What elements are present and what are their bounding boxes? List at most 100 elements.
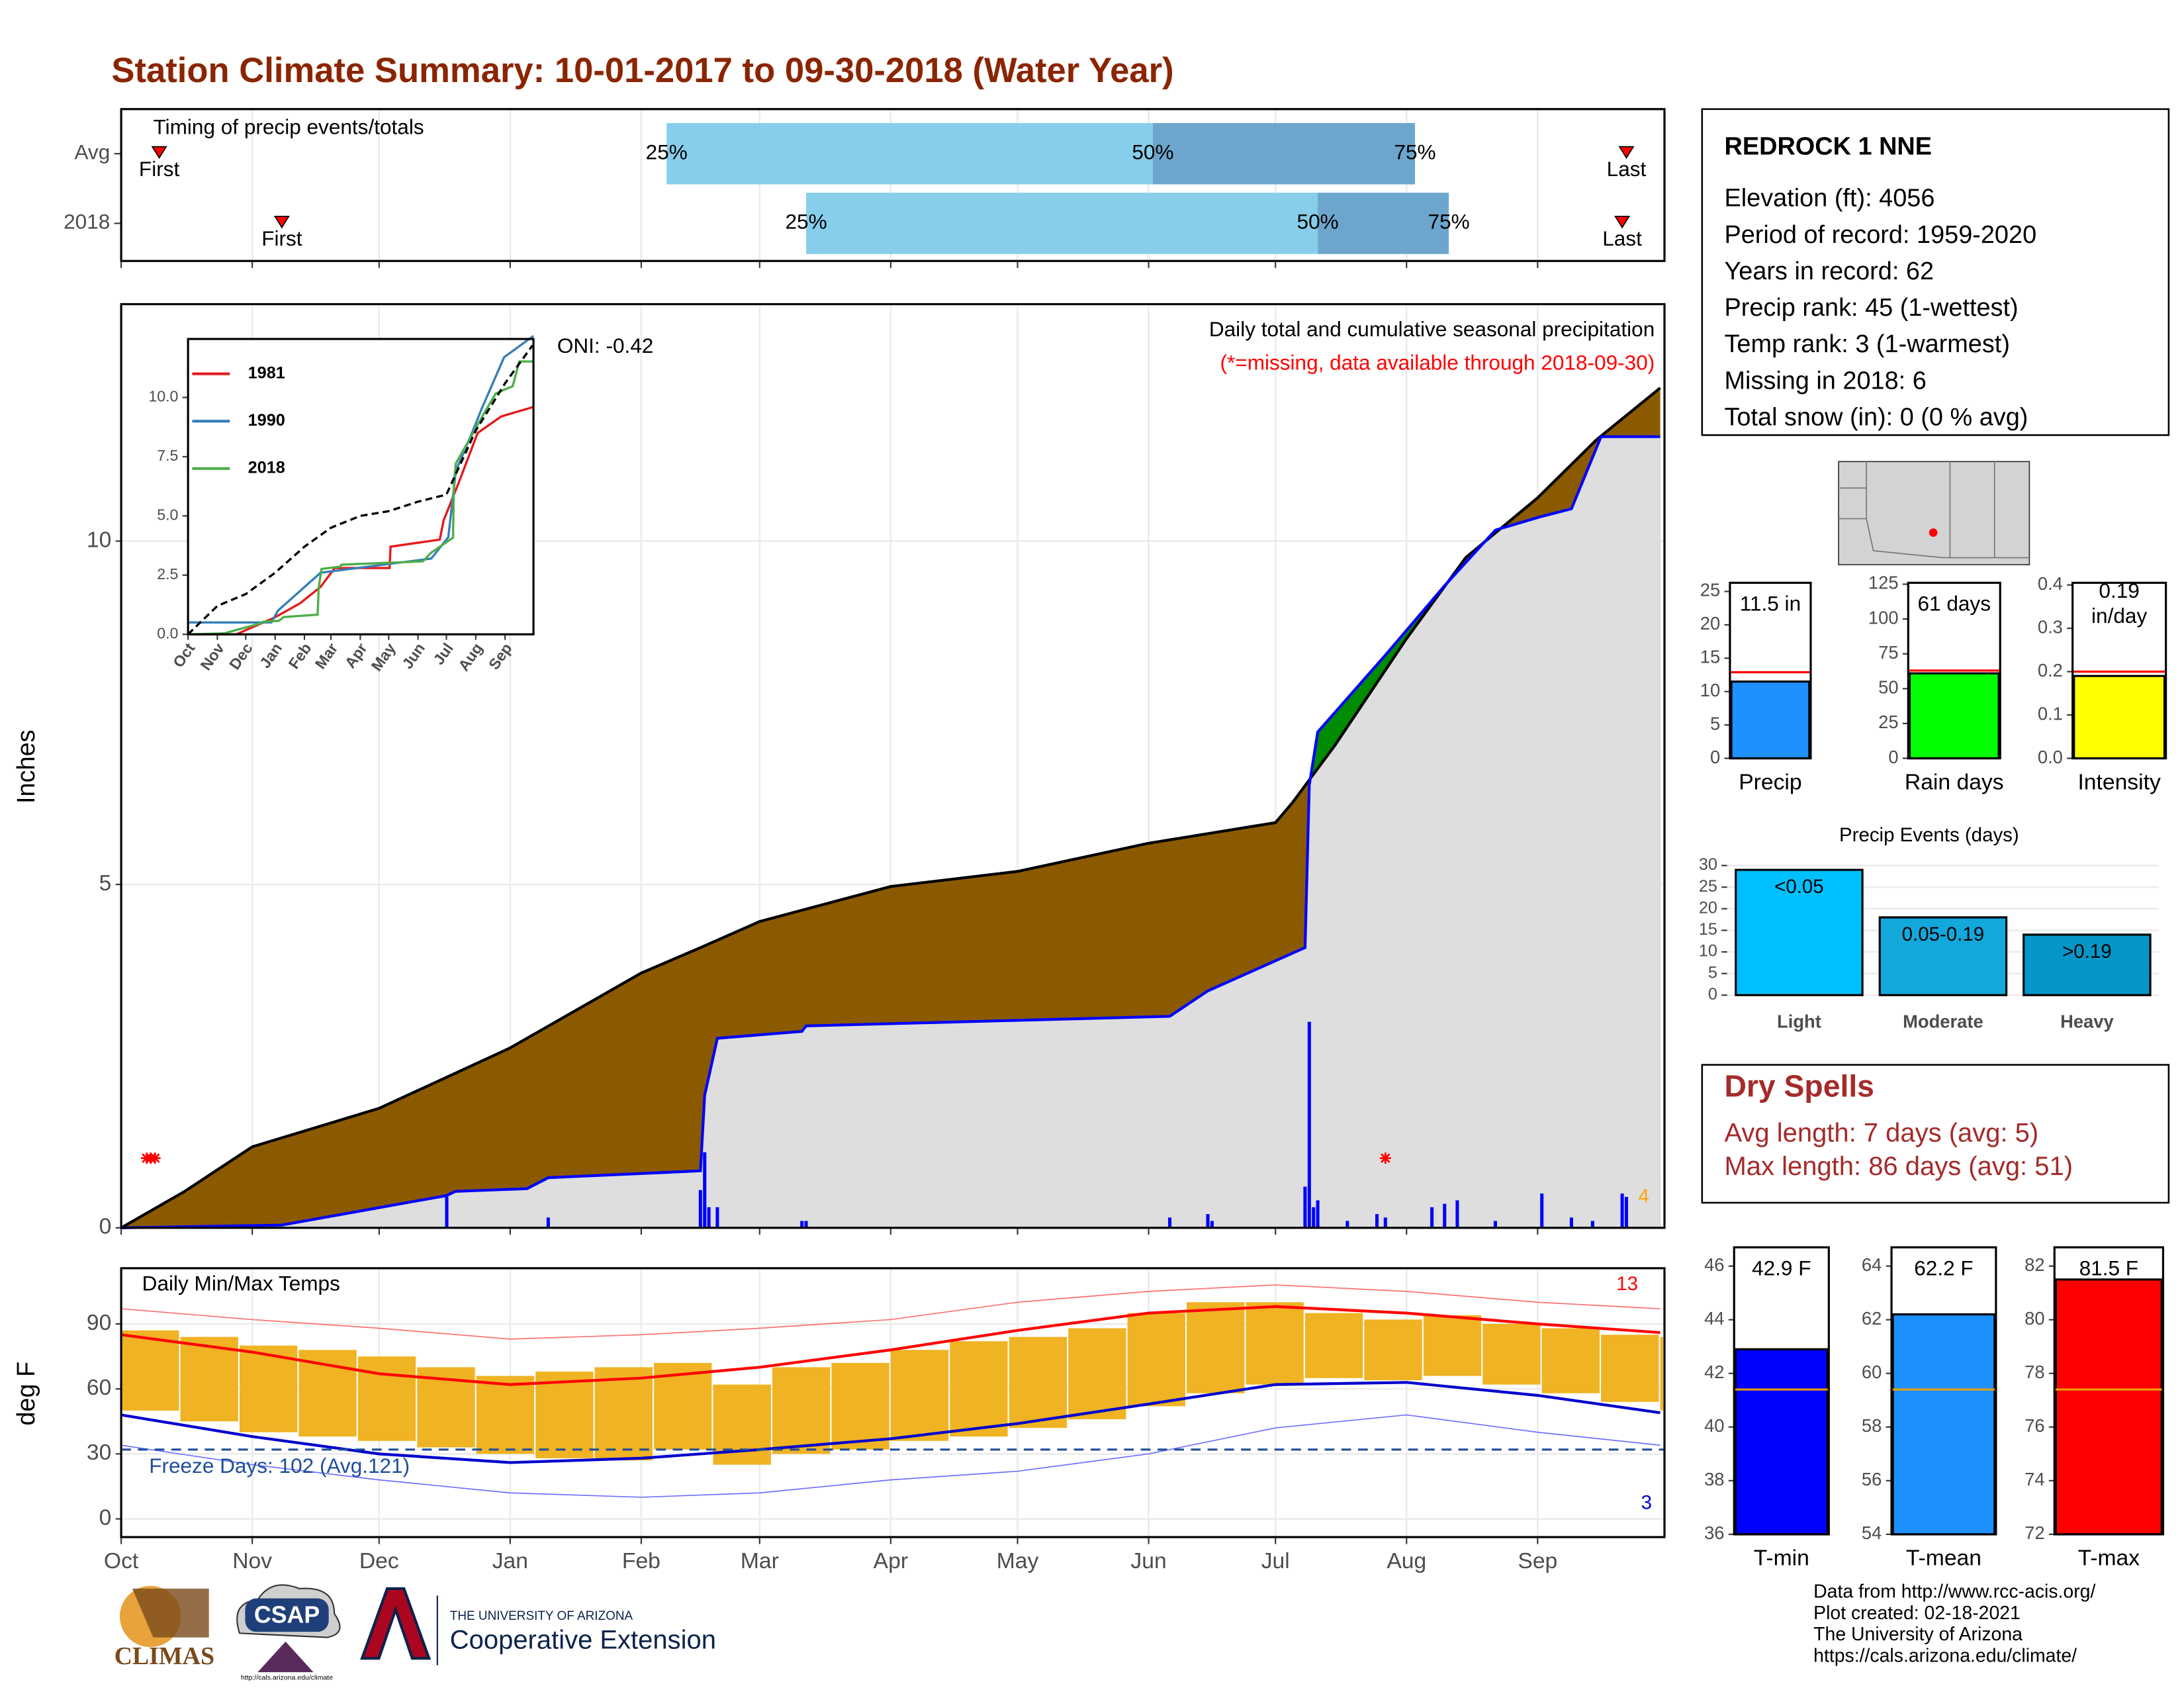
quartile-label: 75% <box>1394 140 1435 164</box>
y-tick-label: 64 <box>1862 1254 1882 1275</box>
y-tick-label: 46 <box>1704 1254 1724 1275</box>
daily-bar <box>1540 1193 1544 1228</box>
daily-bar <box>1210 1221 1214 1228</box>
plot-frame <box>1729 581 1812 760</box>
event-label: Last <box>1602 226 1642 250</box>
daily-bar <box>1307 1021 1311 1228</box>
panel-title: Precip Events (days) <box>1839 824 2019 846</box>
plot-frame <box>187 338 535 635</box>
daily-bar <box>698 1190 702 1228</box>
x-tick-label: Feb <box>622 1549 660 1573</box>
quartile-bar <box>806 193 1318 254</box>
station-line: Missing in 2018: 6 <box>1724 367 1926 395</box>
station-name: REDROCK 1 NNE <box>1724 133 1932 161</box>
y-tick-label: 50 <box>1878 677 1898 698</box>
y-axis-label: Inches <box>13 729 40 804</box>
title: Station Climate Summary: 10-01-2017 to 0… <box>111 51 1173 90</box>
y-tick-label: 10 <box>1700 680 1720 700</box>
daily-bar <box>1167 1217 1172 1228</box>
footer-line: The University of Arizona <box>1813 1624 2023 1645</box>
daily-range <box>1423 1315 1482 1376</box>
series-line <box>188 406 534 635</box>
daily-range <box>357 1356 416 1441</box>
x-tick-label: Nov <box>232 1549 272 1573</box>
map <box>1838 461 2030 565</box>
row-label: 2018 <box>64 210 110 234</box>
x-axis-label: Intensity <box>2077 770 2161 794</box>
dry-spells-title: Dry Spells <box>1724 1069 1874 1103</box>
y-tick-label: 0.3 <box>2038 616 2063 637</box>
x-tick-label: Heavy <box>2060 1011 2114 1032</box>
y-tick-label: 10 <box>1699 942 1717 961</box>
x-tick-label: Jul <box>1261 1549 1290 1573</box>
y-tick-label: 10.0 <box>148 388 178 405</box>
station-line: Precip rank: 45 (1-wettest) <box>1724 294 2018 322</box>
quartile-label: 75% <box>1428 210 1470 234</box>
max-label: 4 <box>1638 1185 1649 1207</box>
year-area <box>121 436 1661 1228</box>
bar <box>2073 675 2166 760</box>
x-tick-label: Dec <box>359 1549 399 1573</box>
daily-range <box>594 1367 653 1461</box>
footer-line: Plot created: 02-18-2021 <box>1813 1603 2021 1624</box>
daily-bar <box>707 1207 711 1228</box>
plot-frame <box>1907 581 2001 760</box>
legend-label: 1981 <box>248 363 285 382</box>
y-tick-label: 62 <box>1862 1308 1882 1329</box>
event-marker <box>1618 146 1635 160</box>
daily-range <box>239 1345 298 1432</box>
y-tick-label: 90 <box>87 1311 111 1335</box>
y-tick-label: 0 <box>1708 985 1717 1004</box>
y-tick-label: 5 <box>1708 963 1717 982</box>
climas-mark <box>132 1588 209 1638</box>
value-label: 61 days <box>1917 591 1991 615</box>
value-label: 81.5 F <box>2079 1256 2138 1280</box>
daily-range <box>1068 1328 1126 1419</box>
panel-title: Daily total and cumulative seasonal prec… <box>1209 317 1655 341</box>
station-line: Years in record: 62 <box>1724 258 1934 285</box>
y-tick-label: 25 <box>1878 712 1898 732</box>
daily-bar <box>1303 1186 1307 1228</box>
quartile-bar <box>1318 193 1449 254</box>
event-marker <box>151 146 167 160</box>
y-tick-label: 75 <box>1878 642 1898 663</box>
event-marker <box>1614 216 1631 229</box>
x-tick-label: Apr <box>874 1549 908 1573</box>
year-line <box>121 435 1661 1229</box>
bar-label: 0.05-0.19 <box>1902 923 1984 945</box>
daily-bar <box>804 1221 808 1228</box>
cold-count: 3 <box>1641 1491 1652 1513</box>
value-label: 42.9 F <box>1752 1256 1811 1280</box>
y-tick-label: 125 <box>1868 573 1899 593</box>
daily-bar <box>1312 1207 1316 1228</box>
avg-max-line <box>120 1305 1661 1386</box>
y-tick-label: 80 <box>2025 1308 2044 1329</box>
csap-logo: CSAP <box>254 1601 320 1628</box>
daily-range <box>772 1367 831 1454</box>
daily-range <box>1482 1323 1541 1385</box>
x-tick-label: May <box>997 1549 1039 1573</box>
label-line: in/day <box>2091 604 2147 628</box>
series-line <box>187 344 533 635</box>
panel-title: Daily Min/Max Temps <box>142 1271 340 1295</box>
y-tick-label: 60 <box>87 1376 111 1400</box>
daily-bar <box>1375 1214 1379 1228</box>
y-tick-label: 78 <box>2025 1362 2044 1382</box>
daily-range <box>1246 1302 1304 1385</box>
plot-frame <box>120 1267 1666 1538</box>
y-tick-label: 72 <box>2025 1523 2044 1543</box>
station-line: Elevation (ft): 4056 <box>1724 185 1934 212</box>
plot-frame <box>2053 1246 2165 1536</box>
climas-logo: CLIMAS <box>114 1642 215 1670</box>
bar-label: >0.19 <box>2062 941 2112 962</box>
daily-range <box>476 1376 535 1454</box>
bar <box>1730 680 1811 760</box>
y-tick-label: 54 <box>1862 1523 1882 1543</box>
y-tick-label: 0.0 <box>2038 747 2063 767</box>
x-axis-label: Precip <box>1739 770 1801 794</box>
bar <box>1735 868 1864 996</box>
station-line: Period of record: 1959-2020 <box>1724 221 2036 249</box>
daily-bar <box>445 1197 449 1228</box>
map-borders <box>1839 461 2030 559</box>
